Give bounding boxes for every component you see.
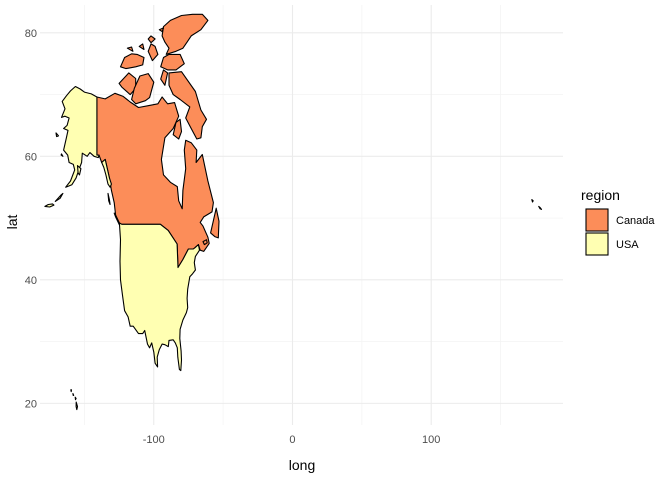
region-canada-polygon: [158, 27, 165, 33]
legend: region Canada USA: [581, 187, 655, 256]
region-canada-polygon: [126, 46, 134, 52]
x-axis-title: long: [289, 457, 315, 473]
region-usa-polygon: [531, 199, 534, 203]
legend-label-usa: USA: [616, 239, 639, 251]
region-usa-polygon: [76, 165, 82, 176]
region-usa-polygon: [118, 222, 201, 372]
region-usa-polygon: [72, 392, 75, 396]
y-tick-label: 80: [25, 28, 37, 40]
region-canada-polygon: [160, 53, 185, 71]
region-usa-polygon: [44, 203, 55, 208]
region-canada-polygon: [161, 13, 209, 55]
legend-label-canada: Canada: [616, 215, 655, 227]
region-usa-polygon: [60, 153, 64, 157]
x-axis-ticks: -100 0 100: [143, 434, 441, 446]
region-canada-polygon: [131, 73, 155, 105]
region-canada-polygon: [160, 69, 169, 86]
y-axis-title: lat: [4, 215, 20, 230]
x-tick-label: 0: [289, 434, 295, 446]
legend-key-canada: [585, 208, 609, 232]
region-usa-polygon: [75, 401, 79, 411]
region-canada-polygon: [147, 43, 159, 62]
region-canada-polygon: [147, 35, 156, 44]
legend-title: region: [581, 187, 620, 203]
region-usa-polygon: [60, 85, 100, 188]
region-canada-polygon: [210, 207, 220, 239]
y-tick-label: 60: [25, 151, 37, 163]
x-tick-label: -100: [143, 434, 165, 446]
x-tick-label: 100: [422, 434, 440, 446]
y-tick-label: 20: [25, 398, 37, 410]
region-canada-polygon: [138, 43, 145, 51]
y-tick-label: 40: [25, 275, 37, 287]
region-canada-polygon: [168, 71, 208, 140]
region-usa-polygon: [70, 389, 73, 393]
region-canada-polygon: [202, 239, 208, 246]
region-usa-polygon: [538, 205, 543, 210]
region-usa-polygon: [74, 396, 77, 401]
region-canada-polygon: [107, 192, 111, 206]
region-usa-polygon: [101, 158, 112, 188]
region-canada-polygon: [172, 118, 183, 140]
y-axis-ticks: 20 40 60 80: [25, 28, 37, 411]
region-usa-polygon: [55, 132, 60, 138]
map-regions: [44, 13, 543, 411]
legend-key-usa: [585, 232, 609, 256]
region-usa-polygon: [54, 192, 64, 202]
region-canada-polygon: [119, 53, 145, 70]
